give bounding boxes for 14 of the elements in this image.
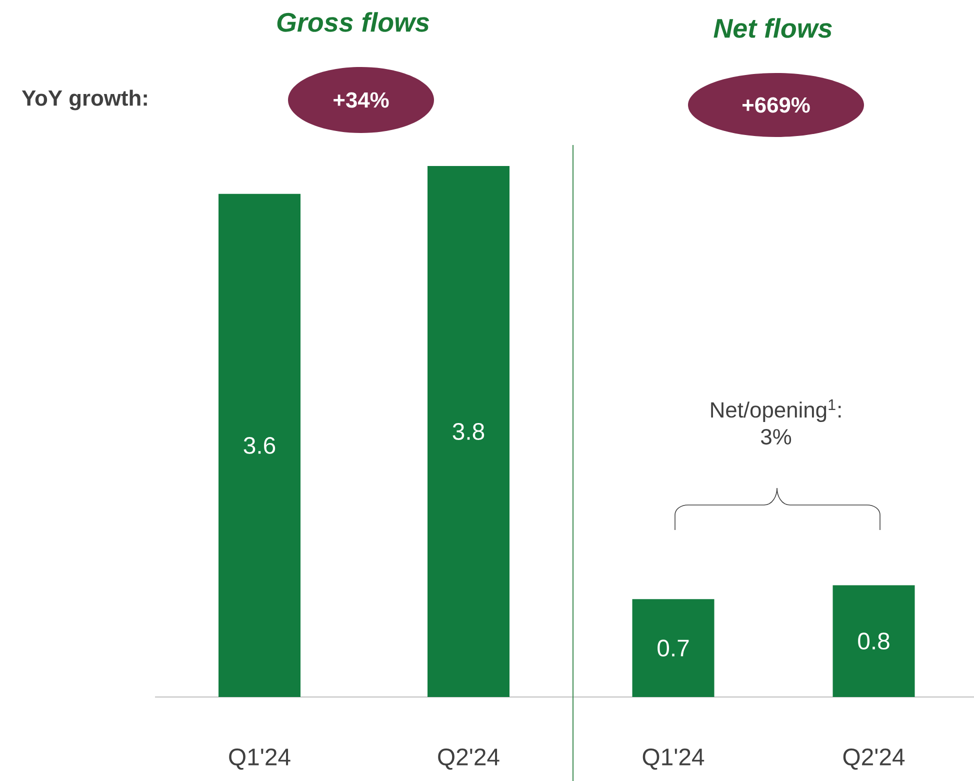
text: Net/opening$^{1}$: 3%: [711, 399, 841, 445]
chart-title: Gross flows: [277, 12, 430, 32]
x-tick-label: Q2'24: [438, 748, 500, 770]
data-label: 0.7: [658, 640, 689, 657]
data-label: 0.8: [858, 632, 890, 650]
x-tick-label: Q1'24: [642, 748, 704, 770]
text: YoY growth:: [22, 90, 147, 110]
x-tick-label: Q1'24: [229, 748, 290, 770]
text: +669%: [742, 97, 810, 113]
data-label: 3.8: [452, 423, 484, 440]
text: +34%: [334, 92, 389, 108]
x-tick-label: Q2'24: [843, 748, 905, 770]
data-label: 3.6: [244, 437, 276, 454]
chart-title: Net flows: [714, 18, 832, 38]
